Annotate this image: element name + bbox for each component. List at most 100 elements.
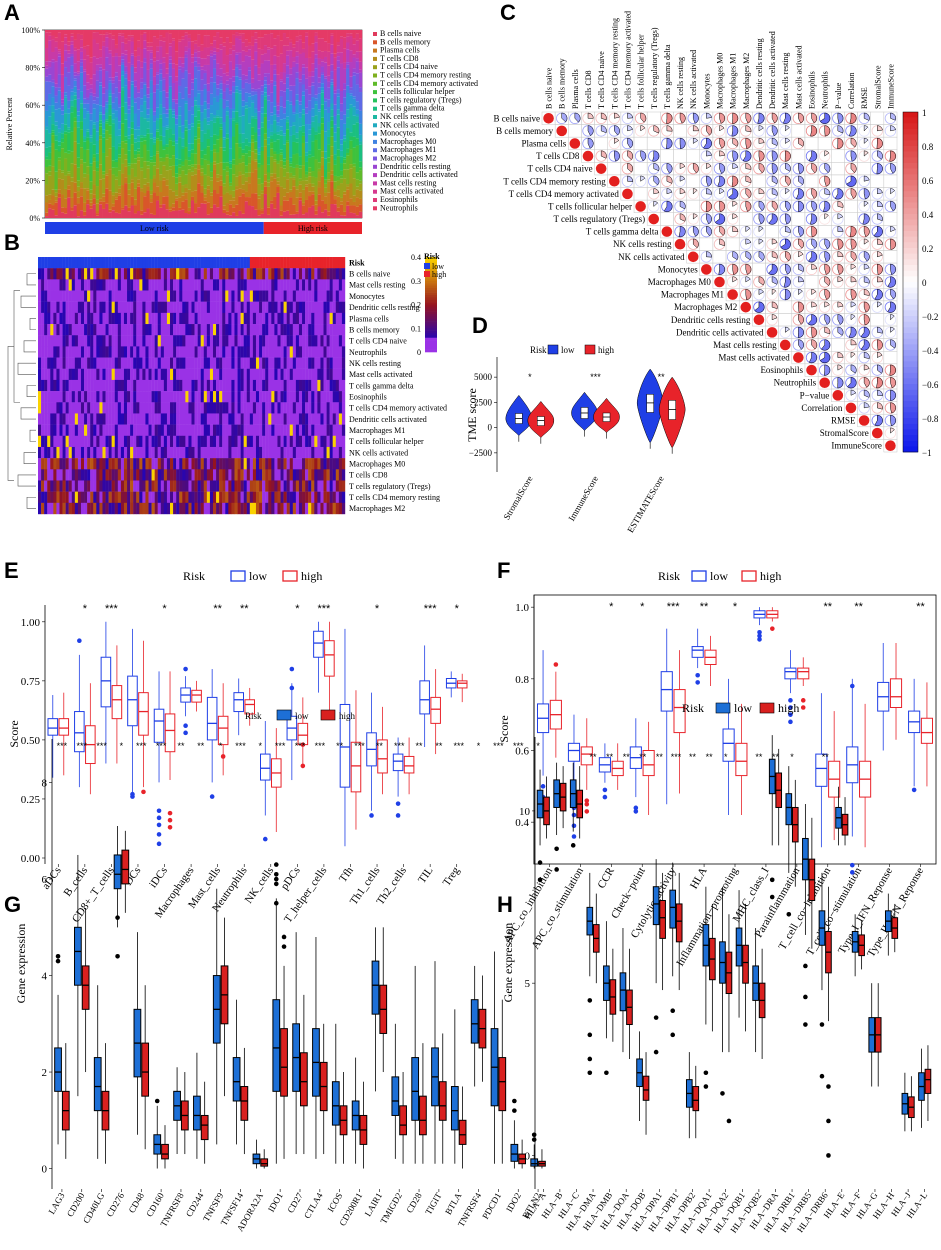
heat-cell: [84, 424, 88, 436]
heat-cell: [74, 268, 79, 280]
heat-cell: [320, 480, 324, 492]
heat-cell: [53, 435, 57, 448]
stack-segment: [181, 125, 185, 133]
heat-cell: [274, 368, 278, 381]
heat-cell: [197, 413, 201, 425]
stack-segment: [317, 93, 322, 110]
stack-segment: [108, 53, 112, 65]
stack-segment: [73, 127, 77, 142]
stack-segment: [60, 212, 65, 218]
stack-segment: [102, 114, 106, 120]
stack-segment: [152, 182, 157, 193]
stack-segment: [327, 162, 331, 173]
stack-segment: [320, 61, 325, 67]
stack-segment: [51, 35, 55, 40]
stack-segment: [311, 176, 315, 184]
heat-cell: [228, 301, 232, 314]
stack-segment: [323, 101, 328, 110]
stack-segment: [190, 164, 195, 167]
risk-legend-low-swatch: [424, 263, 430, 269]
corr-col-label: Eosinophils: [808, 71, 817, 109]
heat-cell: [157, 491, 161, 504]
heat-cell: [87, 257, 91, 269]
stack-segment: [83, 173, 87, 178]
heat-row-label: Mast cells activated: [349, 370, 413, 379]
dendrogram-branch: [13, 290, 20, 403]
heat-cell: [71, 357, 76, 369]
stack-segment: [86, 99, 90, 104]
heat-cell: [265, 268, 269, 280]
corr-pie-wedge: [782, 112, 791, 124]
heat-cell: [302, 312, 306, 325]
heat-cell: [120, 424, 125, 436]
stack-segment: [57, 51, 62, 54]
stack-segment: [92, 100, 97, 104]
heat-cell: [139, 402, 143, 414]
corr-col-label: Mast cells activated: [794, 45, 803, 109]
stack-segment: [146, 121, 150, 129]
heat-cell: [170, 335, 174, 347]
heat-cell: [332, 491, 336, 504]
stack-segment: [339, 30, 344, 37]
stack-segment: [317, 187, 322, 195]
stack-segment: [146, 186, 150, 191]
stack-segment: [273, 106, 277, 115]
stack-segment: [124, 54, 128, 67]
stack-segment: [200, 168, 204, 173]
stack-segment: [92, 194, 97, 199]
heat-cell: [289, 402, 294, 414]
stack-segment: [130, 182, 135, 197]
stack-segment: [336, 30, 341, 42]
stack-segment: [130, 99, 135, 107]
stack-segment: [54, 135, 58, 141]
heat-cell: [222, 368, 226, 381]
heat-cell: [117, 257, 122, 269]
heat-cell: [237, 480, 241, 492]
heat-cell: [87, 379, 91, 392]
heat-cell: [120, 469, 125, 481]
stack-segment: [320, 38, 325, 52]
heat-cell: [47, 391, 51, 403]
stack-segment: [57, 145, 62, 152]
stack-segment: [222, 73, 226, 84]
corr-cell: [870, 111, 885, 125]
stack-segment: [193, 139, 198, 154]
stack-segment: [114, 179, 119, 193]
risk-legend-high: high: [432, 270, 446, 279]
heat-cell: [308, 458, 312, 470]
stack-segment: [222, 30, 226, 43]
heat-cell: [176, 368, 180, 381]
heat-cell: [203, 368, 208, 381]
heat-cell: [160, 424, 165, 436]
stack-segment: [235, 176, 239, 187]
stack-segment: [60, 105, 65, 111]
heat-cell: [130, 324, 134, 336]
stack-segment: [222, 91, 226, 100]
heat-cell: [246, 391, 251, 403]
heat-cell: [283, 257, 287, 269]
heat-cell: [56, 402, 60, 414]
heat-cell: [314, 480, 318, 492]
heat-cell: [305, 446, 309, 459]
stack-segment: [133, 213, 138, 218]
heat-cell: [268, 324, 272, 336]
stack-segment: [292, 67, 296, 86]
corr-pie-wedge: [758, 150, 765, 162]
corr-pie-wedge: [706, 150, 712, 157]
stack-segment: [260, 208, 265, 211]
heat-cell: [280, 469, 284, 481]
corr-pie-wedge: [771, 125, 778, 137]
heat-cell: [231, 502, 235, 515]
heat-cell: [292, 413, 297, 425]
heat-cell: [277, 368, 281, 381]
heat-cell: [329, 402, 333, 414]
stack-segment: [79, 59, 84, 63]
stack-segment: [105, 139, 109, 157]
stack-segment: [149, 162, 154, 179]
stack-segment: [174, 143, 179, 159]
legend-label: T cells follicular helper: [380, 87, 455, 96]
heat-cell: [151, 402, 155, 414]
heat-cell: [148, 502, 152, 515]
heat-cell: [311, 335, 315, 347]
stack-segment: [311, 82, 315, 86]
